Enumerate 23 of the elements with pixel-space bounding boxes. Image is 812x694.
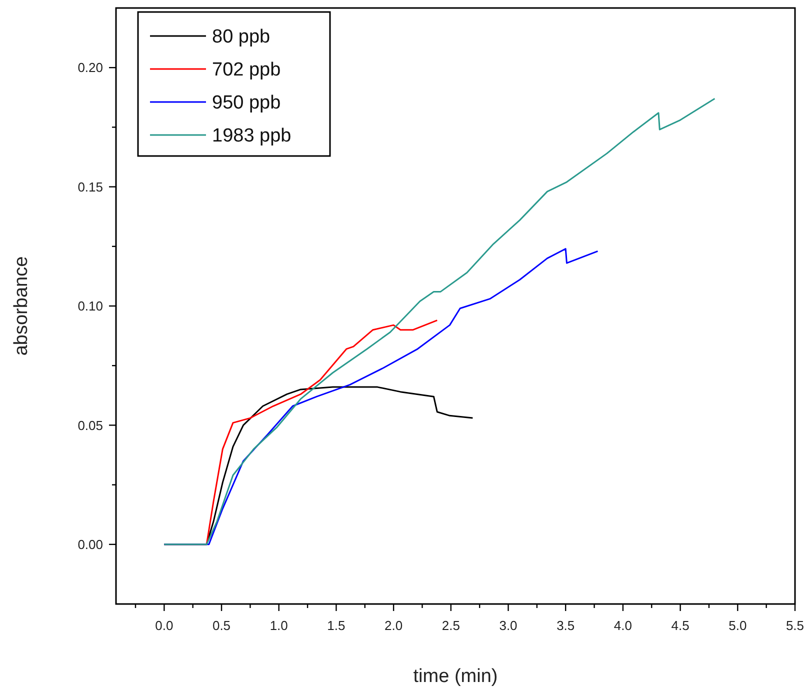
- y-tick-label: 0.20: [78, 60, 103, 76]
- x-axis-title: time (min): [413, 666, 498, 687]
- x-tick-label: 1.5: [327, 618, 346, 633]
- y-tick-label: 0.15: [78, 179, 103, 194]
- y-tick-label: 0.10: [78, 298, 103, 314]
- x-tick-label: 4.5: [671, 618, 690, 633]
- x-tick-label: 4.0: [614, 618, 632, 633]
- y-tick-label: 0.00: [78, 536, 103, 552]
- x-tick-label: 0.0: [155, 618, 174, 633]
- legend-label: 702 ppb: [212, 60, 281, 81]
- x-tick-label: 0.5: [212, 618, 231, 633]
- legend-label: 1983 ppb: [212, 126, 292, 147]
- x-tick-label: 3.0: [499, 618, 518, 633]
- x-tick-label: 1.0: [270, 618, 288, 633]
- x-tick-label: 5.0: [728, 618, 747, 633]
- legend-label: 80 ppb: [212, 26, 270, 48]
- y-tick-label: 0.05: [78, 418, 103, 433]
- legend-label: 950 ppb: [212, 92, 281, 114]
- x-tick-label: 5.5: [786, 618, 804, 633]
- x-tick-label: 2.5: [442, 618, 460, 633]
- x-tick-label: 2.0: [384, 618, 403, 633]
- x-tick-label: 3.5: [556, 618, 575, 633]
- y-axis-title: absorbance: [11, 256, 32, 356]
